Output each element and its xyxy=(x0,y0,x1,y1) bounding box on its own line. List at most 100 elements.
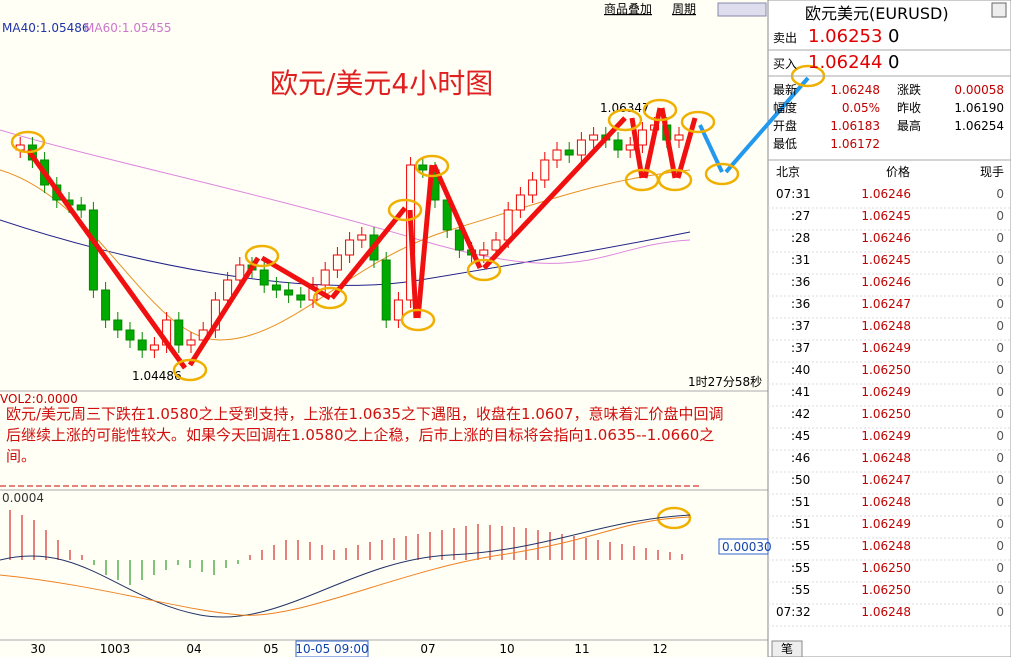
stat: 涨跌 xyxy=(897,82,921,97)
ma-line xyxy=(0,169,691,341)
candle xyxy=(284,289,294,296)
x-tick-label: 10-05 09:00 xyxy=(295,642,368,656)
candle xyxy=(564,149,574,156)
tick-price: 1.06248 xyxy=(861,539,911,553)
highlight-ring xyxy=(312,286,348,310)
tick-price: 1.06249 xyxy=(861,517,911,531)
candle xyxy=(235,264,245,281)
stat: 最高 xyxy=(897,118,921,133)
tick-volume: 0 xyxy=(996,451,1004,465)
candle xyxy=(491,239,501,251)
highlight-ring xyxy=(704,162,740,186)
stat: 0.05% xyxy=(842,101,880,115)
highlight-ring xyxy=(466,258,502,282)
tick-volume: 0 xyxy=(996,363,1004,377)
candle xyxy=(271,284,281,291)
highlight-ring xyxy=(680,110,716,134)
trend-arrow xyxy=(187,256,261,367)
stat: 1.06248 xyxy=(830,83,880,97)
nav-buttons[interactable] xyxy=(717,2,767,17)
tick-time: :41 xyxy=(791,385,810,399)
tick-volume: 0 xyxy=(996,231,1004,245)
candle xyxy=(101,289,111,321)
tick-volume: 0 xyxy=(996,319,1004,333)
candle xyxy=(613,139,623,151)
ma-label: MA60:1.05455 xyxy=(84,21,172,35)
toolbar-button[interactable]: 周期 xyxy=(672,2,696,16)
stat: 开盘 xyxy=(773,118,797,133)
candle xyxy=(113,319,123,331)
tick-price: 1.06250 xyxy=(861,561,911,575)
candle xyxy=(186,339,196,346)
candle xyxy=(332,254,342,271)
quote-price: 1.06244 xyxy=(808,52,882,73)
tick-volume: 0 xyxy=(996,473,1004,487)
low-label: 1.04486 xyxy=(132,369,182,383)
x-tick-label: 12 xyxy=(652,642,667,656)
tick-price: 1.06246 xyxy=(861,231,911,245)
tick-price: 1.06246 xyxy=(861,187,911,201)
highlight-ring xyxy=(607,108,643,132)
highlight-ring xyxy=(244,244,280,268)
macd-label: 0.0004 xyxy=(2,491,44,505)
candle xyxy=(589,134,599,141)
stat: 0.00058 xyxy=(954,83,1004,97)
stat: 昨收 xyxy=(897,101,921,115)
candle xyxy=(625,144,635,151)
macd-value: 0.00030 xyxy=(722,540,772,554)
tick-volume: 0 xyxy=(996,561,1004,575)
candle xyxy=(393,299,403,321)
candle xyxy=(540,159,550,181)
candle xyxy=(528,179,538,196)
tick-time: 07:31 xyxy=(776,187,811,201)
candle xyxy=(137,339,147,351)
x-tick-label: 07 xyxy=(420,642,435,656)
tick-volume: 0 xyxy=(996,297,1004,311)
trend-arrow xyxy=(431,163,483,270)
highlight-ring xyxy=(10,130,46,154)
x-tick-label: 1003 xyxy=(100,642,131,656)
tick-time: :50 xyxy=(791,473,810,487)
tick-time: :37 xyxy=(791,341,810,355)
tick-time: :46 xyxy=(791,451,810,465)
tick-price: 1.06245 xyxy=(861,253,911,267)
tick-header: 现手 xyxy=(980,165,1004,179)
quote-price: 1.06253 xyxy=(808,26,882,47)
tick-volume: 0 xyxy=(996,209,1004,223)
panel-button[interactable] xyxy=(991,2,1007,18)
tick-volume: 0 xyxy=(996,605,1004,619)
ma-line xyxy=(0,219,691,286)
toolbar-button[interactable]: 商品叠加 xyxy=(604,1,652,16)
highlight-ring xyxy=(642,98,678,122)
tick-price: 1.06249 xyxy=(861,429,911,443)
highlight-ring xyxy=(172,358,208,382)
stat: 1.06183 xyxy=(830,119,880,133)
ma-label: MA40:1.05486 xyxy=(2,21,90,35)
tick-volume: 0 xyxy=(996,187,1004,201)
candle xyxy=(125,329,135,341)
macd-line xyxy=(0,516,691,616)
stat: 1.06254 xyxy=(954,119,1004,133)
candle xyxy=(674,134,684,141)
stat: 1.06172 xyxy=(830,137,880,151)
tick-price: 1.06248 xyxy=(861,605,911,619)
highlight-ring xyxy=(414,154,450,178)
tick-header: 价格 xyxy=(886,164,910,179)
trend-arrow xyxy=(415,164,435,319)
trend-arrow xyxy=(407,209,419,319)
x-tick-label: 10 xyxy=(499,642,514,656)
tick-volume: 0 xyxy=(996,539,1004,553)
candle xyxy=(552,149,562,161)
tick-time: :28 xyxy=(791,231,810,245)
trend-arrow xyxy=(675,117,698,179)
trend-arrow xyxy=(482,116,627,270)
tab-label: 笔 xyxy=(781,641,793,656)
candle xyxy=(76,204,86,211)
commentary: 欧元/美元周三下跌在1.0580之上受到支持，上涨在1.0635之下遇阻，收盘在… xyxy=(6,405,724,465)
tick-volume: 0 xyxy=(996,517,1004,531)
trend-arrow xyxy=(330,206,407,300)
candle xyxy=(88,209,98,291)
quote-volume: 0 xyxy=(888,52,899,73)
macd-line xyxy=(0,514,691,618)
candle xyxy=(503,209,513,241)
